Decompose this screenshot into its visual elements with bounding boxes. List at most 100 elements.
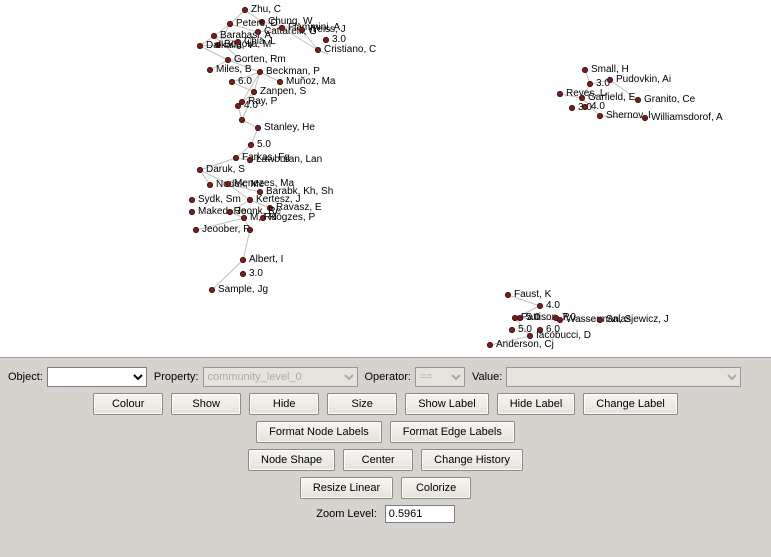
graph-node[interactable] [607,77,613,83]
graph-node[interactable] [242,7,248,13]
graph-node[interactable] [189,197,195,203]
graph-node[interactable] [227,209,233,215]
graph-node[interactable] [209,287,215,293]
graph-node[interactable] [582,104,588,110]
graph-node[interactable] [189,209,195,215]
graph-node[interactable] [247,157,253,163]
operator-select[interactable]: == [415,367,465,387]
edge [242,92,254,120]
graph-node[interactable] [597,317,603,323]
button-row-3: Node Shape Center Change History [0,446,771,474]
graph-node[interactable] [527,333,533,339]
graph-node[interactable] [487,342,493,348]
edge [508,295,540,306]
value-select[interactable] [506,367,741,387]
graph-node[interactable] [233,155,239,161]
graph-node[interactable] [247,197,253,203]
edge [212,260,243,290]
graph-node[interactable] [241,215,247,221]
zoom-row: Zoom Level: [0,502,771,526]
graph-node[interactable] [239,99,245,105]
resize-linear-button[interactable]: Resize Linear [300,477,393,499]
graph-node[interactable] [229,79,235,85]
hide-button[interactable]: Hide [249,393,319,415]
operator-label: Operator: [365,371,411,383]
property-label: Property: [154,371,199,383]
graph-node[interactable] [505,292,511,298]
size-button[interactable]: Size [327,393,397,415]
format-edge-labels-button[interactable]: Format Edge Labels [390,421,515,443]
graph-node[interactable] [260,215,266,221]
center-button[interactable]: Center [343,449,413,471]
graph-node[interactable] [197,167,203,173]
graph-node[interactable] [582,67,588,73]
graph-node[interactable] [197,43,203,49]
button-row-1: Colour Show Hide Size Show Label Hide Label Ch… [0,390,771,418]
graph-node[interactable] [259,19,265,25]
colour-button[interactable]: Colour [93,393,163,415]
edge-layer [0,0,771,357]
edge [600,116,645,118]
property-select[interactable]: community_level_0 [203,367,358,387]
zoom-input[interactable] [385,505,455,523]
graph-node[interactable] [323,37,329,43]
graph-node[interactable] [569,105,575,111]
graph-node[interactable] [557,91,563,97]
edge [200,46,228,60]
graph-node[interactable] [251,89,257,95]
graph-node[interactable] [277,79,283,85]
graph-node[interactable] [642,115,648,121]
graph-node[interactable] [207,182,213,188]
show-button[interactable]: Show [171,393,241,415]
graph-node[interactable] [509,327,515,333]
change-label-button[interactable]: Change Label [583,393,678,415]
graph-node[interactable] [267,205,273,211]
format-node-labels-button[interactable]: Format Node Labels [256,421,382,443]
button-row-2: Format Node Labels Format Edge Labels [0,418,771,446]
graph-node[interactable] [557,317,563,323]
edge [610,80,638,100]
zoom-label: Zoom Level: [316,508,377,520]
graph-node[interactable] [235,39,241,45]
control-panel: Object: Property: community_level_0 Oper… [0,357,771,557]
edge [242,72,260,102]
graph-canvas[interactable]: Zhu, CChung, WPeters, DBarabasi, ACattar… [0,0,771,357]
graph-node[interactable] [587,81,593,87]
graph-node[interactable] [247,227,253,233]
graph-node[interactable] [257,69,263,75]
edge [243,230,250,260]
graph-node[interactable] [635,97,641,103]
edge [196,218,244,230]
graph-node[interactable] [512,315,518,321]
graph-node[interactable] [193,227,199,233]
graph-node[interactable] [225,57,231,63]
graph-node[interactable] [279,25,285,31]
graph-node[interactable] [239,117,245,123]
graph-node[interactable] [225,181,231,187]
object-select[interactable] [47,367,147,387]
graph-node[interactable] [255,29,261,35]
value-label: Value: [472,371,502,383]
graph-node[interactable] [211,33,217,39]
show-label-button[interactable]: Show Label [405,393,489,415]
graph-node[interactable] [207,67,213,73]
graph-node[interactable] [299,27,305,33]
graph-node[interactable] [315,47,321,53]
graph-node[interactable] [257,189,263,195]
colorize-button[interactable]: Colorize [401,477,471,499]
graph-node[interactable] [240,271,246,277]
graph-node[interactable] [240,257,246,263]
node-shape-button[interactable]: Node Shape [248,449,335,471]
hide-label-button[interactable]: Hide Label [497,393,576,415]
graph-node[interactable] [227,21,233,27]
graph-node[interactable] [537,303,543,309]
graph-node[interactable] [597,113,603,119]
change-history-button[interactable]: Change History [421,449,523,471]
object-label: Object: [8,371,43,383]
graph-node[interactable] [255,125,261,131]
edge [490,336,530,345]
graph-node[interactable] [537,327,543,333]
graph-node[interactable] [248,142,254,148]
graph-node[interactable] [215,42,221,48]
graph-node[interactable] [579,95,585,101]
